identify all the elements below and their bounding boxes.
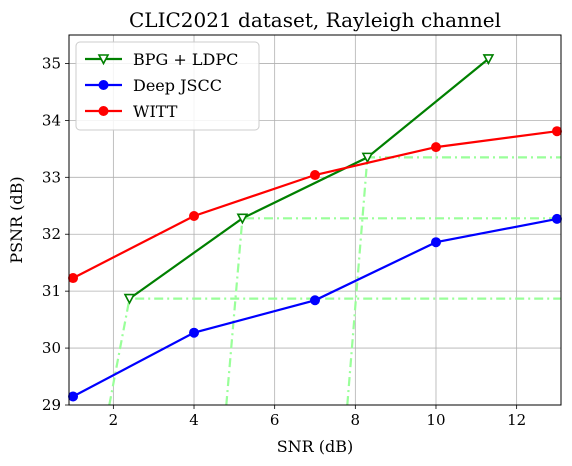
data-point	[236, 213, 249, 225]
series-line	[72, 130, 558, 280]
x-axis-label: SNR (dB)	[277, 437, 354, 456]
legend-marker	[97, 54, 110, 66]
legend-label: Deep JSCC	[133, 76, 222, 95]
data-point	[430, 142, 441, 153]
x-tick-label: 8	[351, 411, 361, 429]
data-point	[361, 152, 374, 164]
y-tick-label: 33	[42, 168, 61, 186]
plot-frame	[68, 34, 562, 406]
series-line	[128, 58, 490, 300]
data-point	[310, 295, 320, 306]
legend: BPG + LDPC Deep JSCC WITT	[75, 41, 260, 131]
data-point	[123, 293, 136, 305]
x-tick-label: 4	[189, 411, 199, 429]
data-point	[189, 211, 200, 222]
y-tick-label: 34	[42, 111, 61, 129]
series-line	[72, 217, 558, 398]
reference-line	[108, 297, 561, 406]
series-0	[123, 54, 495, 305]
series-group	[68, 54, 562, 402]
series-2	[68, 126, 562, 284]
reference-lines	[108, 156, 561, 406]
reference-line	[346, 156, 561, 406]
y-axis-label: PSNR (dB)	[7, 176, 26, 263]
x-tick-label: 10	[426, 411, 445, 429]
reference-line	[225, 217, 561, 406]
y-tick-label: 31	[42, 282, 61, 300]
data-point	[68, 391, 79, 402]
data-point	[189, 327, 200, 338]
legend-label: BPG + LDPC	[133, 50, 238, 69]
axis-ticks: 2 4 6 8 10 12 29 30 31 32 33 34 35	[42, 54, 526, 429]
data-point	[310, 170, 320, 181]
legend-box	[75, 41, 260, 131]
y-tick-label: 32	[42, 225, 61, 243]
legend-marker	[98, 106, 109, 116]
x-tick-label: 6	[270, 411, 280, 429]
data-point	[430, 237, 441, 248]
data-point	[551, 213, 562, 224]
data-point	[68, 273, 79, 284]
legend-marker	[98, 80, 109, 90]
y-tick-label: 30	[42, 339, 61, 357]
data-point	[551, 126, 562, 137]
chart-title: CLIC2021 dataset, Rayleigh channel	[129, 8, 501, 32]
y-tick-label: 29	[42, 396, 61, 414]
data-point	[482, 54, 495, 66]
x-tick-label: 2	[109, 411, 119, 429]
y-tick-label: 35	[42, 54, 61, 72]
legend-label: WITT	[133, 102, 178, 121]
x-tick-label: 12	[507, 411, 526, 429]
